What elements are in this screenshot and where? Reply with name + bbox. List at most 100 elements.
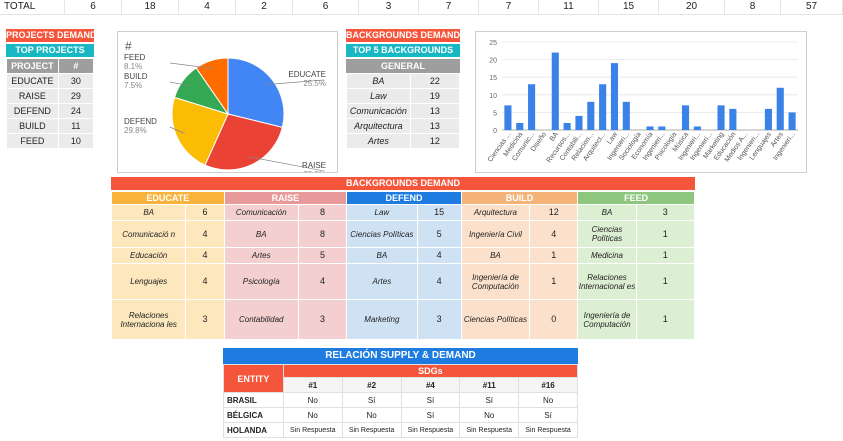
table-row[interactable]: BA 22	[346, 73, 461, 89]
projects-table: PROJECT # EDUCATE 30 RAISE 29 DEFEND 24 BUI…	[6, 58, 95, 149]
total-cell[interactable]: 4	[179, 0, 236, 14]
table-row[interactable]: RAISE 29	[6, 88, 95, 104]
total-cell[interactable]: 18	[122, 0, 179, 14]
bar[interactable]	[622, 101, 630, 130]
bar[interactable]	[563, 122, 571, 130]
bar[interactable]	[776, 87, 784, 130]
total-cell[interactable]: 8	[725, 0, 781, 14]
total-cell[interactable]: 6	[293, 0, 359, 14]
total-cell[interactable]: 7	[419, 0, 479, 14]
table-row[interactable]: Lenguajes 4 Psicología 4 Artes 4 Ingeniería…	[110, 263, 696, 300]
sdg-cell: No	[518, 392, 578, 408]
table-row[interactable]: Educación 4 Artes 5 BA 4 BA 1 Medicina 1	[110, 247, 696, 264]
table-row[interactable]: Law 19	[346, 88, 461, 104]
bd-name: Comunicación	[223, 204, 299, 221]
total-cell[interactable]: 11	[539, 0, 599, 14]
bar[interactable]	[551, 52, 559, 130]
bd-count: 3	[416, 299, 462, 340]
background-name: Law	[346, 88, 411, 104]
bar[interactable]	[658, 126, 666, 130]
bar[interactable]	[599, 84, 607, 130]
pie-slice-educate[interactable]	[227, 57, 285, 129]
backgrounds-demand-title: BACKGROUNDS DEMAND	[111, 177, 695, 190]
table-row[interactable]: BUILD 11	[6, 118, 95, 134]
table-row[interactable]: BRASIL No Sí Sí Sí No	[223, 392, 578, 408]
pie-leader-line	[265, 79, 325, 85]
bar[interactable]	[729, 108, 737, 130]
group-header-feed: FEED	[577, 191, 695, 205]
pie-chart-title: #	[125, 39, 132, 53]
bar[interactable]	[528, 84, 536, 130]
total-cell[interactable]: 7	[479, 0, 539, 14]
table-row[interactable]: BÉLGICA No No Sí No Sí	[223, 407, 578, 423]
total-cell[interactable]: 3	[359, 0, 419, 14]
pie-label-percent: 8.1%	[124, 62, 142, 71]
project-name: RAISE	[6, 88, 59, 104]
bar[interactable]	[575, 115, 583, 130]
bar[interactable]	[717, 105, 725, 130]
projects-title: PROJECTS DEMAND	[6, 29, 94, 42]
bd-name: BA	[346, 247, 418, 264]
background-count: 12	[409, 133, 461, 149]
pie-label-percent: 29.2%	[303, 170, 326, 172]
project-count: 24	[57, 103, 95, 119]
bd-count: 1	[635, 220, 696, 248]
bar[interactable]	[610, 63, 619, 130]
total-row: TOTAL 6 18 4 2 6 3 7 7 11 15 20 8 57	[0, 0, 843, 15]
sdg-number-row: #1 #2 #4 #11 #16	[224, 377, 578, 393]
bar[interactable]	[587, 101, 595, 130]
bar[interactable]	[764, 108, 772, 130]
supply-table: ENTITY SDGs #1 #2 #4 #11 #16 BRASIL No S…	[223, 364, 579, 438]
total-cell[interactable]: 6	[65, 0, 122, 14]
bar[interactable]	[788, 112, 796, 130]
sdg-number: #16	[518, 377, 578, 393]
bd-name: Marketing	[346, 299, 418, 340]
projects-col-count: #	[57, 58, 95, 74]
bd-name: Arquitectura	[460, 204, 531, 221]
bar-ytick-label: 15	[489, 75, 497, 82]
country-name: BÉLGICA	[223, 407, 284, 423]
background-name: Comunicación	[346, 103, 411, 119]
bar-xtick-label: BA	[549, 131, 560, 143]
total-cell[interactable]: 20	[659, 0, 725, 14]
table-row[interactable]: Artes 12	[346, 133, 461, 149]
table-row[interactable]: BA 6 Comunicación 8 Law 15 Arquitectura 12 B…	[110, 204, 696, 221]
pie-label-name: FEED	[124, 53, 146, 62]
sdg-cell: Sin Respuesta	[341, 422, 402, 438]
bd-name: BA	[223, 220, 299, 248]
total-cell[interactable]: 15	[599, 0, 659, 14]
bar[interactable]	[516, 122, 524, 130]
total-cell[interactable]: 57	[781, 0, 843, 14]
background-count: 19	[409, 88, 461, 104]
table-row[interactable]: FEED 10	[6, 133, 95, 149]
bar[interactable]	[646, 126, 654, 130]
table-row[interactable]: Arquitectura 13	[346, 118, 461, 134]
pie-slice-feed[interactable]	[195, 57, 229, 116]
bd-name: Ciencias Políticas	[577, 220, 637, 248]
bar[interactable]	[504, 105, 512, 130]
table-row[interactable]: DEFEND 24	[6, 103, 95, 119]
bd-name: Artes	[346, 263, 418, 300]
pie-slice-raise[interactable]	[204, 113, 283, 171]
table-row[interactable]: HOLANDA Sin Respuesta Sin Respuesta Sin …	[223, 422, 578, 438]
supply-title: RELACIÓN SUPPLY & DEMAND	[223, 348, 578, 364]
bd-count: 3	[297, 299, 348, 340]
total-cell[interactable]: 2	[236, 0, 293, 14]
bd-count: 1	[529, 247, 579, 264]
table-row[interactable]: Relaciones Internaciona les 3 Contabilida…	[110, 299, 696, 340]
table-row[interactable]: EDUCATE 30	[6, 73, 95, 89]
bd-name: BA	[577, 204, 637, 221]
bar[interactable]	[693, 126, 701, 130]
bar[interactable]	[681, 105, 690, 130]
supply-header-row: ENTITY SDGs	[223, 364, 579, 393]
table-row[interactable]: Comunicación 13	[346, 103, 461, 119]
projects-table-header: PROJECT #	[6, 58, 95, 74]
sdg-number: #2	[341, 377, 402, 393]
sdg-cell: Sí	[341, 392, 402, 408]
background-name: Artes	[346, 133, 411, 149]
pie-slice-defend[interactable]	[171, 96, 229, 166]
